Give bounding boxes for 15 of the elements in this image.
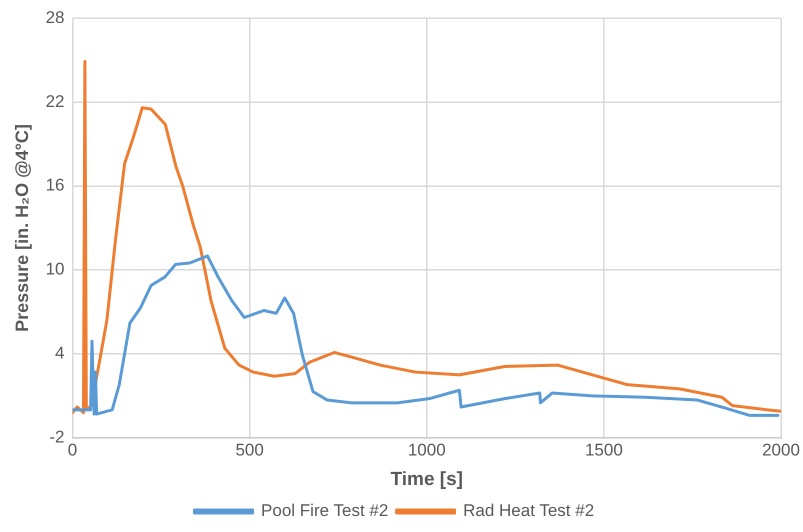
x-tick-label: 500	[235, 440, 264, 460]
legend-label: Pool Fire Test #2	[261, 501, 388, 520]
x-tick-label: 1000	[408, 440, 446, 460]
x-tick-label: 0	[68, 440, 78, 460]
y-tick-label: 22	[46, 92, 65, 111]
y-tick-label: -2	[49, 427, 65, 446]
x-axis-title: Time [s]	[390, 468, 464, 490]
y-axis-title: Pressure [in. H₂O @4°C]	[12, 124, 32, 332]
y-tick-label: 28	[46, 8, 65, 27]
y-tick-label: 10	[46, 260, 65, 279]
x-tick-label: 1500	[584, 440, 623, 460]
x-tick-label: 2000	[762, 440, 800, 460]
legend-label: Rad Heat Test #2	[463, 501, 594, 520]
y-tick-label: 16	[46, 176, 65, 195]
y-tick-label: 4	[55, 344, 65, 363]
